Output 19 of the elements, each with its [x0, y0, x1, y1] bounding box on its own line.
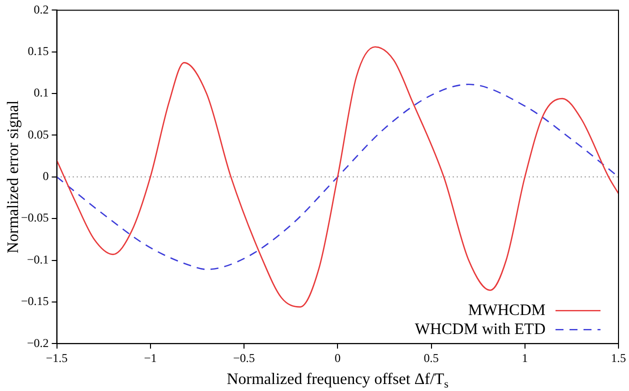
x-tick-label: 0: [334, 350, 341, 365]
y-tick-label: 0: [42, 169, 49, 184]
legend-label: MWHCDM: [468, 302, 546, 319]
x-tick-label: 0.5: [424, 350, 439, 365]
y-tick-label: −0.2: [26, 336, 49, 350]
x-tick-label: 1: [522, 350, 528, 365]
y-tick-label: 0.1: [34, 86, 49, 100]
y-tick-label: −0.1: [26, 252, 49, 266]
y-tick-label: −0.05: [20, 210, 49, 225]
x-tick-label: −1.5: [46, 350, 68, 365]
y-tick-label: 0.2: [34, 2, 49, 16]
y-axis-title: Normalized error signal: [5, 100, 22, 254]
legend-label: WHCDM with ETD: [414, 320, 546, 338]
y-tick-label: 0.15: [28, 44, 49, 58]
x-tick-label: 1.5: [611, 350, 626, 365]
y-tick-label: −0.15: [20, 294, 49, 308]
x-tick-label: −0.5: [233, 350, 255, 365]
y-tick-label: 0.05: [28, 127, 49, 142]
x-tick-label: −1: [144, 350, 157, 365]
